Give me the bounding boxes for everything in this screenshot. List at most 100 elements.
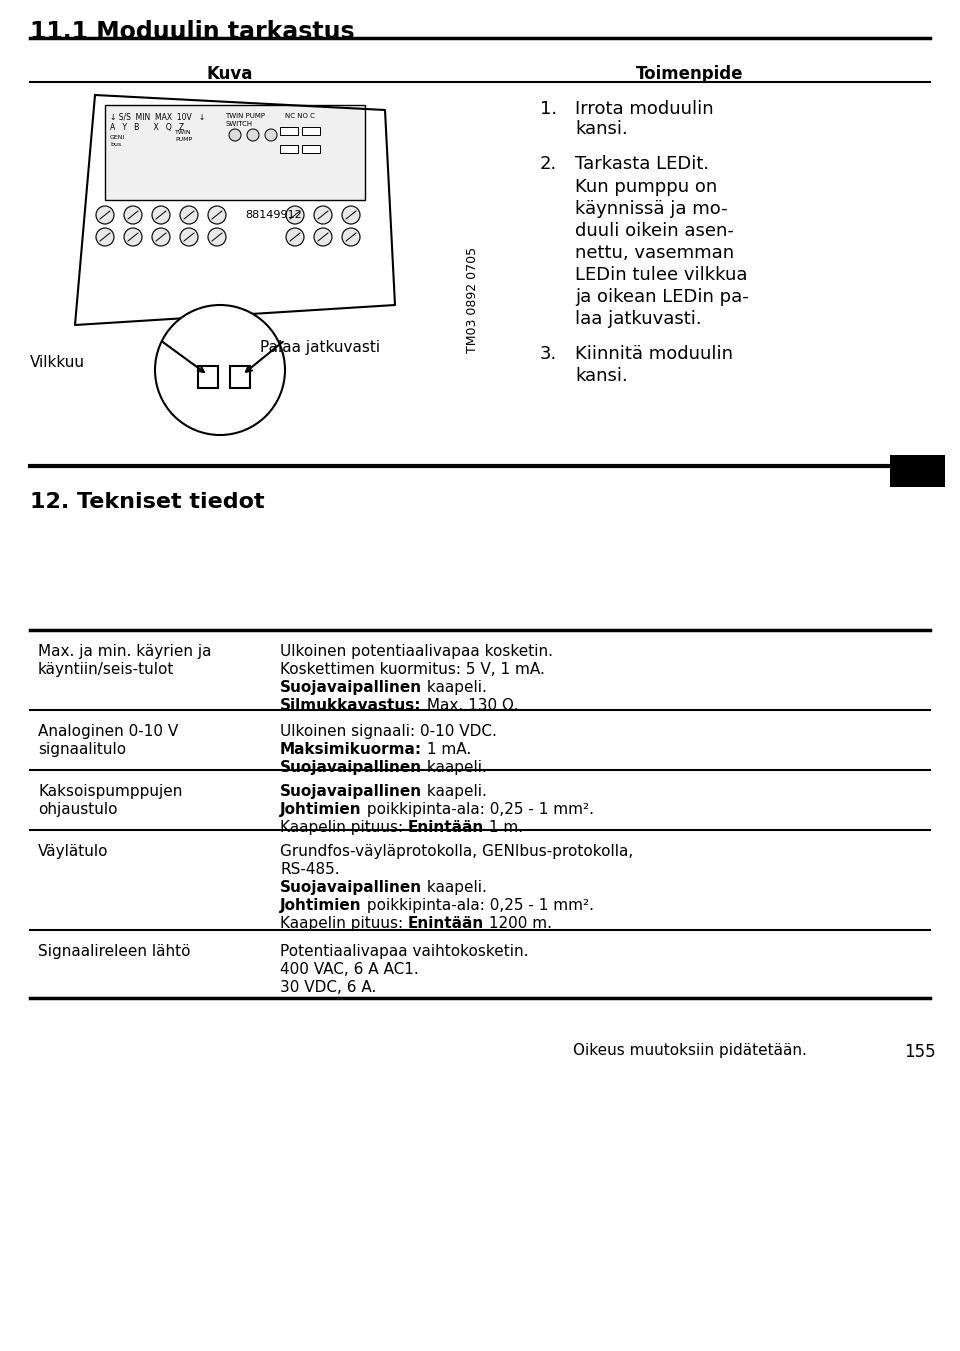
Text: PUMP: PUMP bbox=[175, 136, 192, 142]
Text: poikkipinta-ala: 0,25 - 1 mm².: poikkipinta-ala: 0,25 - 1 mm². bbox=[362, 802, 593, 817]
Text: Suojavaipallinen: Suojavaipallinen bbox=[280, 784, 422, 798]
Text: Kuva: Kuva bbox=[206, 65, 253, 82]
Text: SWITCH: SWITCH bbox=[225, 122, 252, 127]
Text: kaapeli.: kaapeli. bbox=[422, 680, 487, 694]
Text: Silmukkavastus:: Silmukkavastus: bbox=[280, 698, 421, 713]
Text: Potentiaalivapaa vaihtokosketin.: Potentiaalivapaa vaihtokosketin. bbox=[280, 944, 529, 959]
Text: Väylätulo: Väylätulo bbox=[38, 844, 108, 859]
Text: ja oikean LEDin pa-: ja oikean LEDin pa- bbox=[575, 288, 749, 305]
Circle shape bbox=[247, 128, 259, 141]
Text: Vilkkuu: Vilkkuu bbox=[30, 355, 85, 370]
Circle shape bbox=[180, 205, 198, 224]
Text: 12. Tekniset tiedot: 12. Tekniset tiedot bbox=[30, 492, 265, 512]
Text: Suojavaipallinen: Suojavaipallinen bbox=[280, 880, 422, 894]
Text: 1 mA.: 1 mA. bbox=[422, 742, 471, 757]
Text: Ulkoinen signaali: 0-10 VDC.: Ulkoinen signaali: 0-10 VDC. bbox=[280, 724, 497, 739]
Text: Johtimien: Johtimien bbox=[280, 898, 362, 913]
Bar bbox=[302, 127, 320, 135]
Text: Koskettimen kuormitus: 5 V, 1 mA.: Koskettimen kuormitus: 5 V, 1 mA. bbox=[280, 662, 545, 677]
Text: Kun pumppu on: Kun pumppu on bbox=[575, 178, 717, 196]
Text: Max. ja min. käyrien ja: Max. ja min. käyrien ja bbox=[38, 644, 211, 659]
Circle shape bbox=[286, 205, 304, 224]
Circle shape bbox=[152, 228, 170, 246]
Circle shape bbox=[314, 205, 332, 224]
Text: signaalitulo: signaalitulo bbox=[38, 742, 126, 757]
Text: Kaapelin pituus:: Kaapelin pituus: bbox=[280, 820, 408, 835]
Text: 1200 m.: 1200 m. bbox=[484, 916, 552, 931]
Bar bbox=[302, 145, 320, 153]
Circle shape bbox=[152, 205, 170, 224]
Text: laa jatkuvasti.: laa jatkuvasti. bbox=[575, 309, 702, 328]
Text: Analoginen 0-10 V: Analoginen 0-10 V bbox=[38, 724, 179, 739]
Text: TM03 0892 0705: TM03 0892 0705 bbox=[467, 247, 479, 353]
Circle shape bbox=[342, 228, 360, 246]
Text: A   Y   B      X   Q   Z: A Y B X Q Z bbox=[110, 123, 184, 132]
Circle shape bbox=[124, 205, 142, 224]
Text: nettu, vasemman: nettu, vasemman bbox=[575, 245, 734, 262]
Text: 30 VDC, 6 A.: 30 VDC, 6 A. bbox=[280, 979, 376, 994]
Text: ohjaustulo: ohjaustulo bbox=[38, 802, 117, 817]
Text: Signaalireleen lähtö: Signaalireleen lähtö bbox=[38, 944, 190, 959]
Text: Kaapelin pituus:: Kaapelin pituus: bbox=[280, 916, 408, 931]
Circle shape bbox=[314, 228, 332, 246]
Text: Kaksoispumppujen: Kaksoispumppujen bbox=[38, 784, 182, 798]
Text: GENI: GENI bbox=[110, 135, 126, 141]
Circle shape bbox=[342, 205, 360, 224]
Text: Irrota moduulin: Irrota moduulin bbox=[575, 100, 713, 118]
Bar bbox=[890, 455, 945, 486]
Text: LEDin tulee vilkkua: LEDin tulee vilkkua bbox=[575, 266, 748, 284]
Text: NC NO C: NC NO C bbox=[285, 113, 315, 119]
Text: kaapeli.: kaapeli. bbox=[422, 784, 487, 798]
Circle shape bbox=[229, 128, 241, 141]
Text: 11.1 Moduulin tarkastus: 11.1 Moduulin tarkastus bbox=[30, 20, 354, 45]
Circle shape bbox=[96, 205, 114, 224]
Text: duuli oikein asen-: duuli oikein asen- bbox=[575, 222, 733, 240]
Text: Tarkasta LEDit.: Tarkasta LEDit. bbox=[575, 155, 709, 173]
Bar bbox=[105, 105, 365, 200]
Text: Suojavaipallinen: Suojavaipallinen bbox=[280, 680, 422, 694]
Text: RS-485.: RS-485. bbox=[280, 862, 340, 877]
Text: ↓ S/S  MIN  MAX  10V   ↓: ↓ S/S MIN MAX 10V ↓ bbox=[110, 113, 205, 122]
Text: FIN: FIN bbox=[900, 461, 934, 480]
Text: 1.: 1. bbox=[540, 100, 557, 118]
Bar bbox=[280, 127, 298, 135]
Text: Max. 130 Ω.: Max. 130 Ω. bbox=[421, 698, 518, 713]
Bar bbox=[230, 366, 250, 388]
Text: käynnissä ja mo-: käynnissä ja mo- bbox=[575, 200, 728, 218]
Circle shape bbox=[96, 228, 114, 246]
Circle shape bbox=[124, 228, 142, 246]
Text: Toimenpide: Toimenpide bbox=[636, 65, 744, 82]
Text: Palaa jatkuvasti: Palaa jatkuvasti bbox=[260, 340, 380, 355]
Text: kaapeli.: kaapeli. bbox=[422, 880, 487, 894]
Text: käyntiin/seis-tulot: käyntiin/seis-tulot bbox=[38, 662, 175, 677]
Text: Oikeus muutoksiin pidätetään.: Oikeus muutoksiin pidätetään. bbox=[573, 1043, 807, 1058]
Text: kaapeli.: kaapeli. bbox=[422, 761, 487, 775]
Circle shape bbox=[208, 228, 226, 246]
Text: 155: 155 bbox=[904, 1043, 936, 1061]
Text: 88149912: 88149912 bbox=[245, 209, 301, 220]
Circle shape bbox=[208, 205, 226, 224]
Circle shape bbox=[155, 305, 285, 435]
Text: TWIN: TWIN bbox=[175, 130, 192, 135]
Text: Enintään: Enintään bbox=[408, 916, 484, 931]
Circle shape bbox=[180, 228, 198, 246]
Text: Enintään: Enintään bbox=[408, 820, 484, 835]
Bar bbox=[280, 145, 298, 153]
Text: Kiinnitä moduulin: Kiinnitä moduulin bbox=[575, 345, 733, 363]
Text: Grundfos-väyläprotokolla, GENIbus-protokolla,: Grundfos-väyläprotokolla, GENIbus-protok… bbox=[280, 844, 634, 859]
Text: bus: bus bbox=[110, 142, 121, 147]
Text: Ulkoinen potentiaalivapaa kosketin.: Ulkoinen potentiaalivapaa kosketin. bbox=[280, 644, 553, 659]
Bar bbox=[198, 366, 218, 388]
Text: TWIN PUMP: TWIN PUMP bbox=[225, 113, 265, 119]
Text: kansi.: kansi. bbox=[575, 120, 628, 138]
Text: 400 VAC, 6 A AC1.: 400 VAC, 6 A AC1. bbox=[280, 962, 419, 977]
Text: poikkipinta-ala: 0,25 - 1 mm².: poikkipinta-ala: 0,25 - 1 mm². bbox=[362, 898, 593, 913]
Circle shape bbox=[286, 228, 304, 246]
Text: Maksimikuorma:: Maksimikuorma: bbox=[280, 742, 422, 757]
Text: Johtimien: Johtimien bbox=[280, 802, 362, 817]
Circle shape bbox=[265, 128, 277, 141]
Text: 3.: 3. bbox=[540, 345, 557, 363]
Text: kansi.: kansi. bbox=[575, 367, 628, 385]
Text: 2.: 2. bbox=[540, 155, 557, 173]
Text: Suojavaipallinen: Suojavaipallinen bbox=[280, 761, 422, 775]
